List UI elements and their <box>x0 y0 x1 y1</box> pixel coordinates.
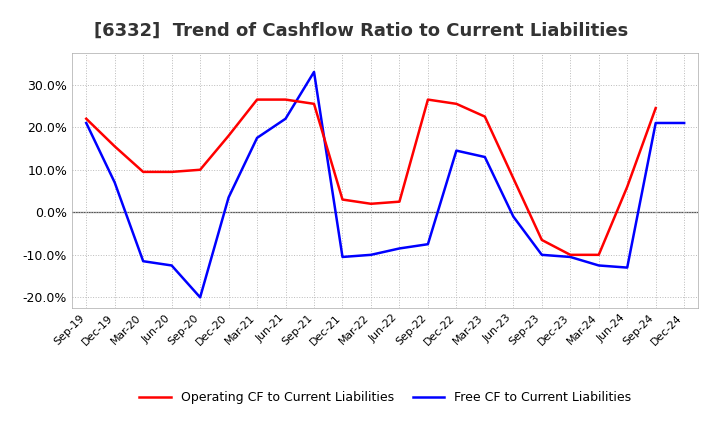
Free CF to Current Liabilities <box>566 254 575 260</box>
Line: Free CF to Current Liabilities: Free CF to Current Liabilities <box>86 72 684 297</box>
Free CF to Current Liabilities <box>82 120 91 126</box>
Operating CF to Current Liabilities <box>196 167 204 172</box>
Free CF to Current Liabilities <box>110 180 119 185</box>
Operating CF to Current Liabilities <box>82 116 91 121</box>
Free CF to Current Liabilities <box>139 259 148 264</box>
Free CF to Current Liabilities <box>537 252 546 257</box>
Operating CF to Current Liabilities <box>452 101 461 106</box>
Free CF to Current Liabilities <box>310 69 318 74</box>
Free CF to Current Liabilities <box>623 265 631 270</box>
Operating CF to Current Liabilities <box>167 169 176 175</box>
Operating CF to Current Liabilities <box>423 97 432 102</box>
Operating CF to Current Liabilities <box>225 133 233 138</box>
Operating CF to Current Liabilities <box>509 176 518 181</box>
Free CF to Current Liabilities <box>652 120 660 126</box>
Operating CF to Current Liabilities <box>652 106 660 111</box>
Operating CF to Current Liabilities <box>338 197 347 202</box>
Free CF to Current Liabilities <box>423 242 432 247</box>
Operating CF to Current Liabilities <box>253 97 261 102</box>
Free CF to Current Liabilities <box>225 195 233 200</box>
Operating CF to Current Liabilities <box>366 201 375 206</box>
Operating CF to Current Liabilities <box>282 97 290 102</box>
Free CF to Current Liabilities <box>366 252 375 257</box>
Operating CF to Current Liabilities <box>595 252 603 257</box>
Free CF to Current Liabilities <box>480 154 489 160</box>
Free CF to Current Liabilities <box>253 135 261 140</box>
Text: [6332]  Trend of Cashflow Ratio to Current Liabilities: [6332] Trend of Cashflow Ratio to Curren… <box>94 22 628 40</box>
Operating CF to Current Liabilities <box>139 169 148 175</box>
Operating CF to Current Liabilities <box>110 144 119 149</box>
Free CF to Current Liabilities <box>167 263 176 268</box>
Line: Operating CF to Current Liabilities: Operating CF to Current Liabilities <box>86 99 656 255</box>
Free CF to Current Liabilities <box>509 214 518 219</box>
Free CF to Current Liabilities <box>338 254 347 260</box>
Operating CF to Current Liabilities <box>395 199 404 204</box>
Operating CF to Current Liabilities <box>623 184 631 189</box>
Operating CF to Current Liabilities <box>480 114 489 119</box>
Free CF to Current Liabilities <box>595 263 603 268</box>
Free CF to Current Liabilities <box>282 116 290 121</box>
Free CF to Current Liabilities <box>395 246 404 251</box>
Free CF to Current Liabilities <box>680 120 688 126</box>
Free CF to Current Liabilities <box>452 148 461 153</box>
Legend: Operating CF to Current Liabilities, Free CF to Current Liabilities: Operating CF to Current Liabilities, Fre… <box>135 386 636 409</box>
Operating CF to Current Liabilities <box>310 101 318 106</box>
Free CF to Current Liabilities <box>196 295 204 300</box>
Operating CF to Current Liabilities <box>537 237 546 242</box>
Operating CF to Current Liabilities <box>566 252 575 257</box>
